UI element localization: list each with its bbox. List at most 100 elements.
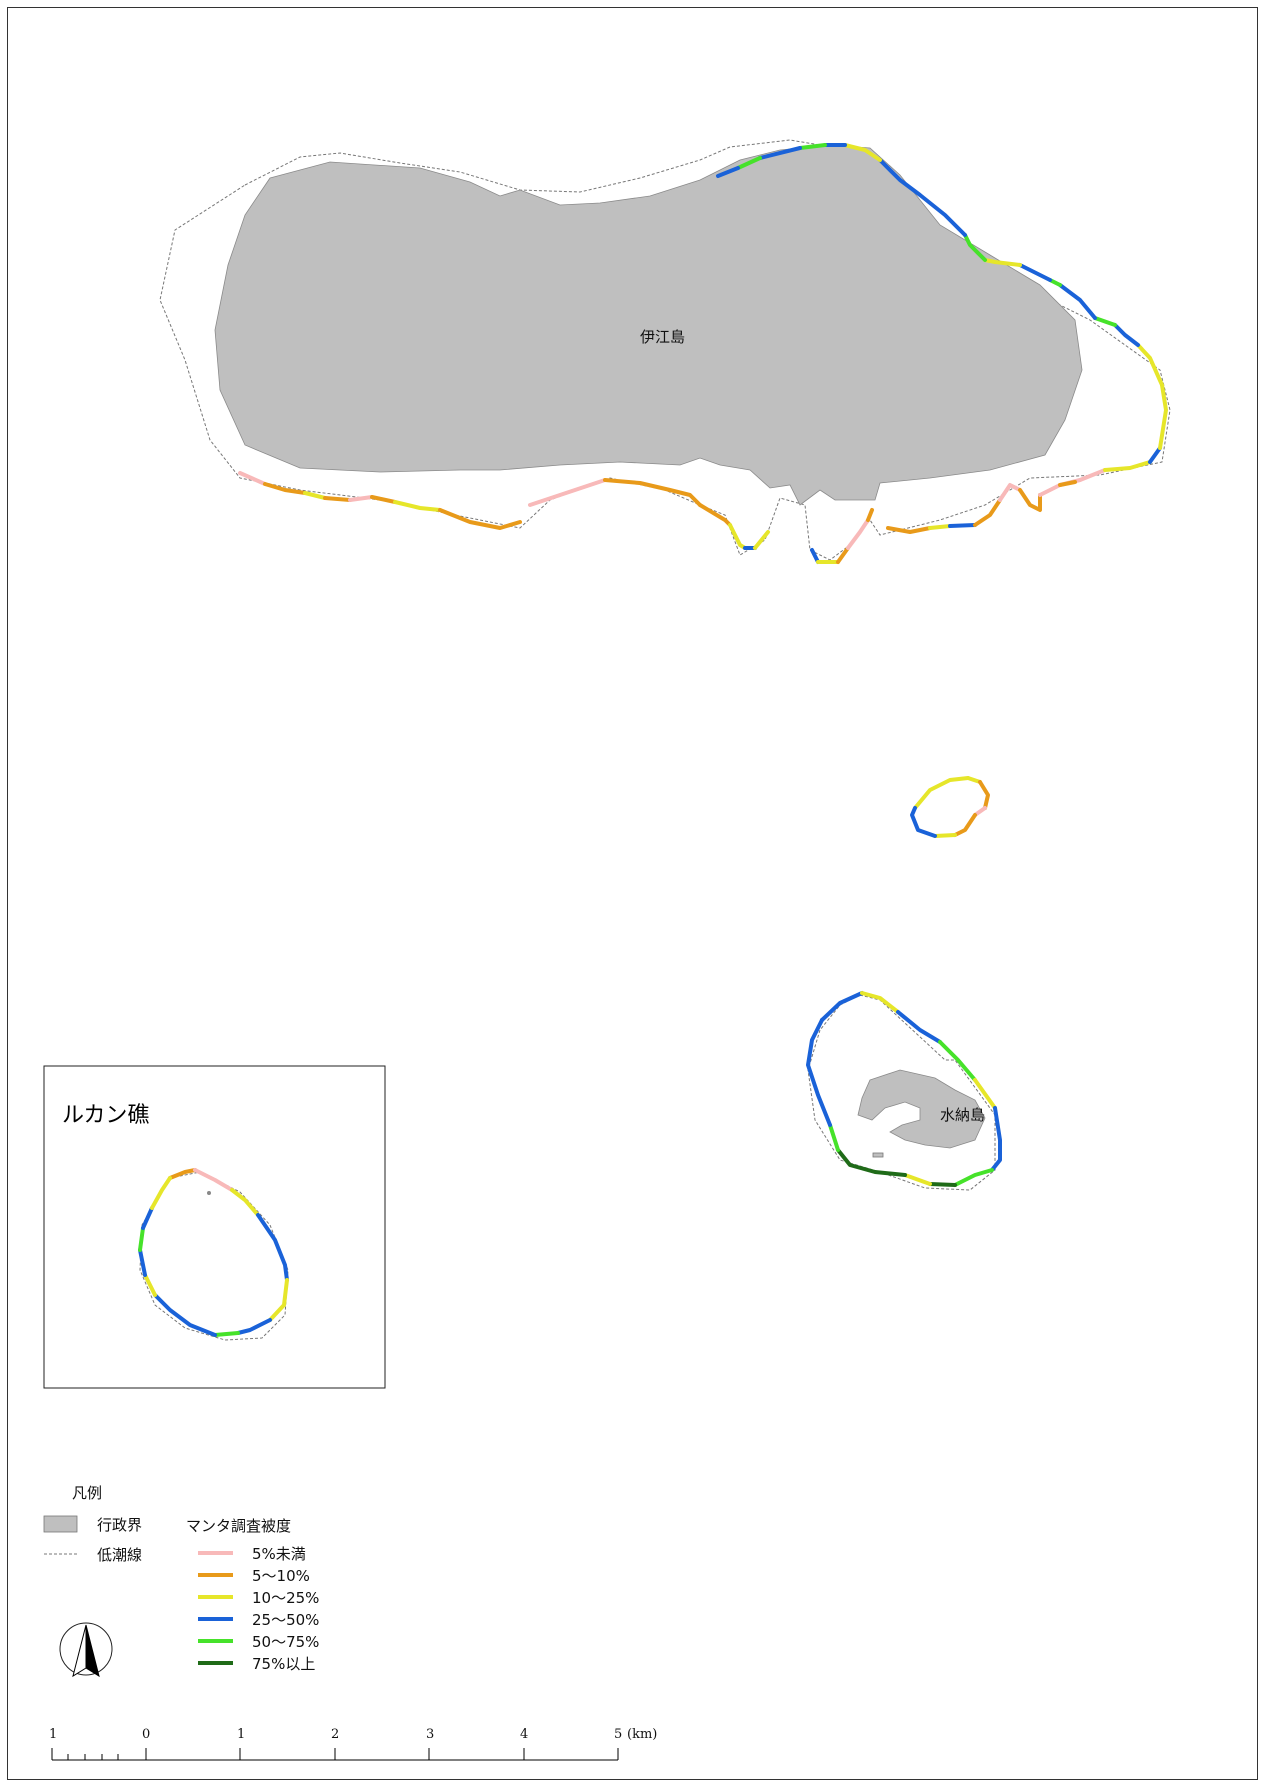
coverage-segment [138, 1226, 145, 1252]
minna-low-tide-line [807, 994, 996, 1191]
legend-class-label: 50〜75% [252, 1633, 319, 1651]
legend-admin-label: 行政界 [97, 1516, 142, 1534]
coverage-segment [836, 1148, 907, 1177]
minna-island-label: 水納島 [940, 1106, 985, 1124]
coverage-segment [256, 1213, 289, 1282]
map-frame [7, 7, 1258, 1780]
coverage-segment [698, 503, 732, 527]
coverage-segment [236, 1318, 272, 1335]
coverage-segment [886, 526, 932, 534]
coverage-segment [973, 1078, 997, 1110]
lukan-low-tide-line [139, 1171, 289, 1341]
coverage-segment [153, 1293, 217, 1337]
coverage-segment [1058, 480, 1077, 487]
legend-class-label: 25〜50% [252, 1611, 319, 1629]
ie-island-land [214, 144, 1083, 506]
coverage-segment [268, 1278, 289, 1322]
coverage-segment [978, 780, 990, 810]
coverage-segment [1078, 468, 1107, 482]
coverage-segment [973, 498, 1002, 527]
coverage-segment [878, 158, 967, 237]
coverage-segment [990, 1106, 1002, 1172]
coverage-segment [966, 776, 982, 784]
scale-bar: 1 0 1 2 3 4 5 (km) [49, 1727, 657, 1761]
coverage-segment [143, 1273, 157, 1297]
coverage-segment [998, 483, 1022, 502]
coverage-segment [846, 518, 870, 550]
coverage-segment [193, 1168, 234, 1192]
north-arrow-icon [59, 1622, 113, 1678]
coverage-segment [983, 258, 1022, 267]
legend-title: 凡例 [72, 1484, 102, 1502]
coverage-segment [836, 546, 850, 564]
legend: 凡例 行政界 低潮線 マンタ調査被度 5%未満 5〜10% 10〜25% 25〜… [43, 1484, 319, 1673]
ie-manta-segments [238, 143, 1168, 564]
coverage-segment [1136, 343, 1164, 387]
scale-tick-label: 2 [331, 1727, 339, 1742]
coverage-segment [150, 1176, 172, 1210]
coverage-segment [806, 1018, 832, 1127]
coverage-segment [716, 166, 740, 178]
scale-tick-label: 4 [520, 1727, 528, 1742]
legend-lowtide-label: 低潮線 [97, 1546, 142, 1564]
coverage-segment [928, 1182, 957, 1187]
coverage-segment [213, 1331, 240, 1337]
legend-class-label: 5%未満 [252, 1545, 306, 1563]
coverage-segment [141, 1206, 154, 1230]
coverage-segment [348, 495, 374, 502]
coverage-segment [913, 776, 970, 810]
coverage-segment [903, 1173, 932, 1186]
coverage-segment [238, 471, 267, 486]
coverage-segment [938, 1040, 977, 1082]
legend-admin-swatch [43, 1515, 78, 1533]
ie-island-label: 伊江島 [640, 328, 685, 346]
lukan-rock [207, 1191, 211, 1195]
scale-tick-label: 3 [426, 1727, 434, 1742]
coverage-segment [798, 143, 827, 150]
scale-tick-label: 5 [614, 1727, 622, 1742]
coverage-segment [138, 1248, 147, 1277]
coverage-segment [1093, 316, 1117, 327]
coverage-segment [828, 1123, 840, 1152]
coverage-segment [393, 500, 442, 512]
coverage-segment [910, 806, 937, 838]
coverage-segment [736, 156, 762, 170]
scale-unit: (km) [627, 1727, 657, 1742]
coverage-segment [230, 1188, 260, 1217]
coverage-segment [438, 508, 522, 530]
coverage-segment [1158, 383, 1168, 450]
coverage-segment [303, 491, 327, 500]
coverage-segment [1148, 446, 1162, 464]
coverage-segment [1113, 323, 1140, 347]
coverage-segment [263, 482, 307, 495]
coverage-segment [963, 233, 987, 262]
coverage-segment [953, 813, 977, 837]
minna-island-land [857, 1069, 986, 1149]
coverage-segment [1103, 460, 1152, 472]
coverage-segment [953, 1168, 994, 1187]
coverage-segment [370, 495, 397, 504]
coverage-segment [758, 146, 802, 160]
coverage-segment [866, 508, 874, 522]
coverage-segment [323, 496, 352, 502]
inset-lukan-reef: ルカン礁 [43, 1065, 386, 1389]
coverage-segment [896, 1010, 942, 1044]
coverage-segment [728, 523, 747, 550]
coverage-segment [810, 548, 820, 564]
legend-manta-title: マンタ調査被度 [186, 1517, 291, 1535]
coverage-segment [843, 143, 882, 162]
coverage-segment [973, 806, 987, 817]
coverage-segment [528, 478, 607, 507]
coverage-segment [948, 523, 977, 528]
coverage-segment [603, 478, 702, 507]
scale-tick-label: 0 [142, 1727, 150, 1742]
coverage-segment [753, 530, 770, 550]
coverage-segment [1018, 488, 1042, 512]
coverage-segment [928, 524, 952, 530]
legend-class-label: 75%以上 [252, 1655, 315, 1673]
inset-title: ルカン礁 [62, 1103, 149, 1128]
small-reef [910, 776, 990, 838]
scale-tick-label: 1 [49, 1727, 57, 1742]
coverage-segment [820, 991, 864, 1022]
